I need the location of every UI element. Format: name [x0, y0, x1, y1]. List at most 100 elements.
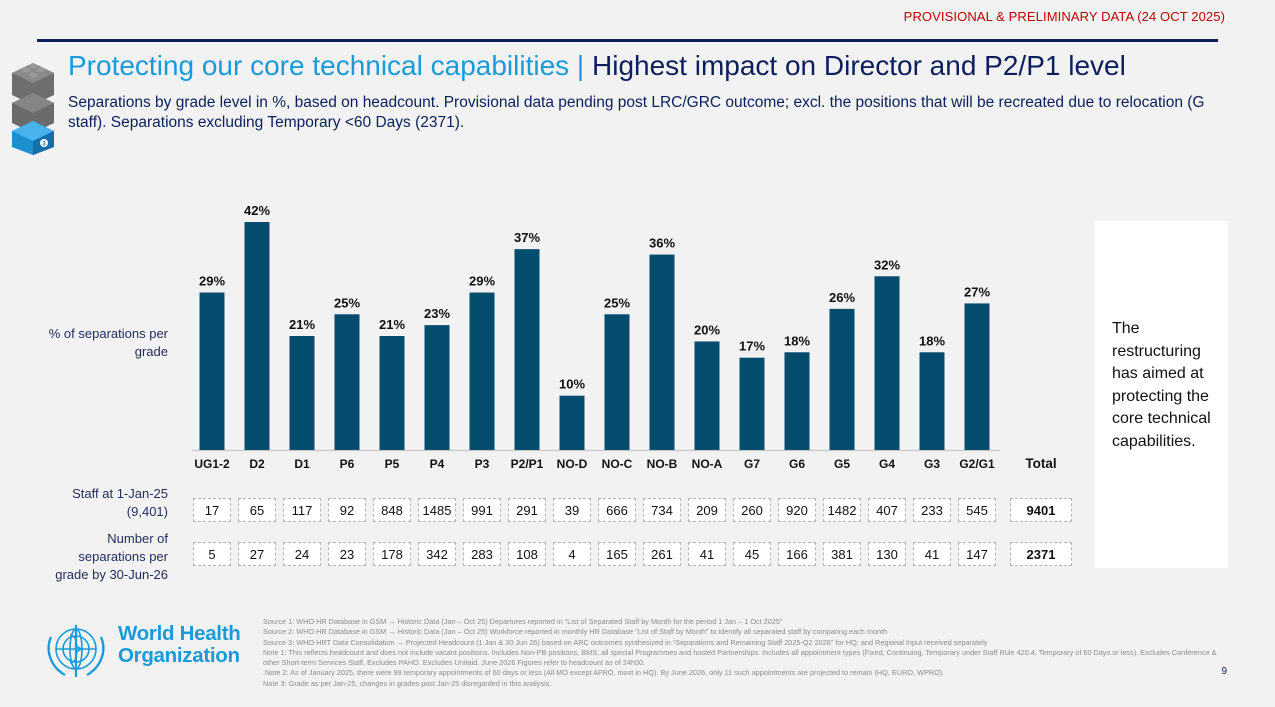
bar-p5: [379, 336, 405, 450]
staff-cell: 291: [508, 498, 546, 522]
bar-d1: [289, 336, 315, 450]
separations-cell: 165: [598, 542, 636, 566]
bar-g7: [739, 357, 765, 450]
x-tick-label: D2: [249, 457, 265, 471]
x-tick-label: P4: [430, 457, 445, 471]
separations-row-label-line1: Number of: [107, 531, 168, 546]
x-tick-label: G4: [879, 457, 895, 471]
staff-cell: 848: [373, 498, 411, 522]
callout-text: The restructuring has aimed at protectin…: [1112, 320, 1211, 450]
separations-row-label-line2: separations per: [78, 549, 168, 564]
separations-cell: 45: [733, 542, 771, 566]
data-label: 26%: [829, 290, 855, 305]
data-label: 36%: [649, 236, 675, 251]
separations-cell: 130: [868, 542, 906, 566]
bar-d2: [244, 222, 270, 450]
x-tick-label: UG1-2: [194, 457, 230, 471]
total-column-header: Total: [1025, 456, 1056, 471]
data-label: 21%: [379, 317, 405, 332]
separations-cell: 41: [913, 542, 951, 566]
data-label: 17%: [739, 339, 765, 354]
title-secondary: Highest impact on Director and P2/P1 lev…: [592, 50, 1126, 81]
footnote-source-2: Source 2: WHO HR Database in GSM → Histo…: [263, 627, 888, 637]
x-tick-label: NO-C: [602, 457, 633, 471]
provisional-data-label: PROVISIONAL & PRELIMINARY DATA (24 OCT 2…: [903, 9, 1225, 24]
separations-cell: 147: [958, 542, 996, 566]
staff-cell: 260: [733, 498, 771, 522]
who-wordmark: World Health Organization: [118, 623, 241, 667]
y-axis-label: % of separations per grade: [48, 326, 168, 359]
bar-g2-g1: [964, 303, 990, 450]
x-tick-label: D1: [294, 457, 310, 471]
footnotes: Source 1: WHO HR Database in GSM → Histo…: [263, 617, 1223, 689]
staff-cell: 92: [328, 498, 366, 522]
staff-row-label-line2: (9,401): [126, 504, 168, 519]
footnote-source-1: Source 1: WHO HR Database in GSM → Histo…: [263, 617, 783, 626]
callout-box: The restructuring has aimed at protectin…: [1094, 221, 1228, 568]
staff-cell: 39: [553, 498, 591, 522]
bar-g4: [874, 276, 900, 450]
data-label: 18%: [784, 333, 810, 348]
x-tick-label: G6: [789, 457, 805, 471]
bar-g3: [919, 352, 945, 450]
bar-g6: [784, 352, 810, 450]
separations-cell: 24: [283, 542, 321, 566]
staff-total-cell: 9401: [1010, 498, 1072, 522]
bar-no-b: [649, 254, 675, 450]
data-label: 29%: [199, 274, 225, 289]
bar-ug1-2: [199, 292, 225, 450]
staff-row-label-line1: Staff at 1-Jan-25: [72, 486, 168, 501]
staff-cell: 407: [868, 498, 906, 522]
separations-row-label: Number of separations per grade by 30-Ju…: [55, 530, 168, 584]
x-tick-label: NO-B: [647, 457, 678, 471]
bar-no-d: [559, 395, 585, 450]
data-label: 20%: [694, 322, 720, 337]
data-label: 10%: [559, 377, 585, 392]
data-label: 25%: [334, 295, 360, 310]
footnote-source-3: Source 3: WHO HRT Data Consolidation → P…: [263, 637, 988, 647]
separations-cell: 4: [553, 542, 591, 566]
bar-no-a: [694, 341, 720, 450]
separations-cell: 342: [418, 542, 456, 566]
data-label: 42%: [244, 203, 270, 218]
staff-cell: 920: [778, 498, 816, 522]
staff-cell: 117: [283, 498, 321, 522]
building-blocks-icon: 3: [12, 63, 54, 155]
bar-no-c: [604, 314, 630, 450]
staff-cell: 233: [913, 498, 951, 522]
x-tick-label: P2/P1: [511, 457, 544, 471]
staff-cell: 209: [688, 498, 726, 522]
page-number: 9: [1221, 666, 1227, 677]
data-label: 32%: [874, 257, 900, 272]
data-label: 18%: [919, 333, 945, 348]
x-tick-label: G3: [924, 457, 940, 471]
staff-cell: 1485: [418, 498, 456, 522]
separations-total-cell: 2371: [1010, 542, 1072, 566]
separations-cell: 27: [238, 542, 276, 566]
data-label: 29%: [469, 274, 495, 289]
separations-cell: 178: [373, 542, 411, 566]
separations-cell: 283: [463, 542, 501, 566]
header-rule: [37, 39, 1218, 42]
page-title: Protecting our core technical capabiliti…: [68, 50, 1126, 82]
title-primary: Protecting our core technical capabiliti…: [68, 50, 592, 81]
page-subtitle: Separations by grade level in %, based o…: [68, 94, 1205, 131]
section-badge: 3: [42, 142, 46, 148]
x-tick-label: NO-D: [557, 457, 588, 471]
footnote-note-2: .Note 2: As of January 2025, there were …: [263, 668, 945, 678]
who-emblem-icon: [47, 625, 105, 677]
data-label: 21%: [289, 317, 315, 332]
data-label: 27%: [964, 284, 990, 299]
staff-cell: 991: [463, 498, 501, 522]
staff-cell: 17: [193, 498, 231, 522]
staff-cell: 1482: [823, 498, 861, 522]
data-label: 25%: [604, 295, 630, 310]
separations-cell: 41: [688, 542, 726, 566]
who-wordmark-line2: Organization: [118, 644, 240, 667]
staff-cell: 734: [643, 498, 681, 522]
data-label: 23%: [424, 306, 450, 321]
bar-p3: [469, 292, 495, 450]
x-tick-label: G2/G1: [959, 457, 995, 471]
staff-row-label: Staff at 1-Jan-25 (9,401): [72, 485, 168, 521]
staff-cell: 545: [958, 498, 996, 522]
